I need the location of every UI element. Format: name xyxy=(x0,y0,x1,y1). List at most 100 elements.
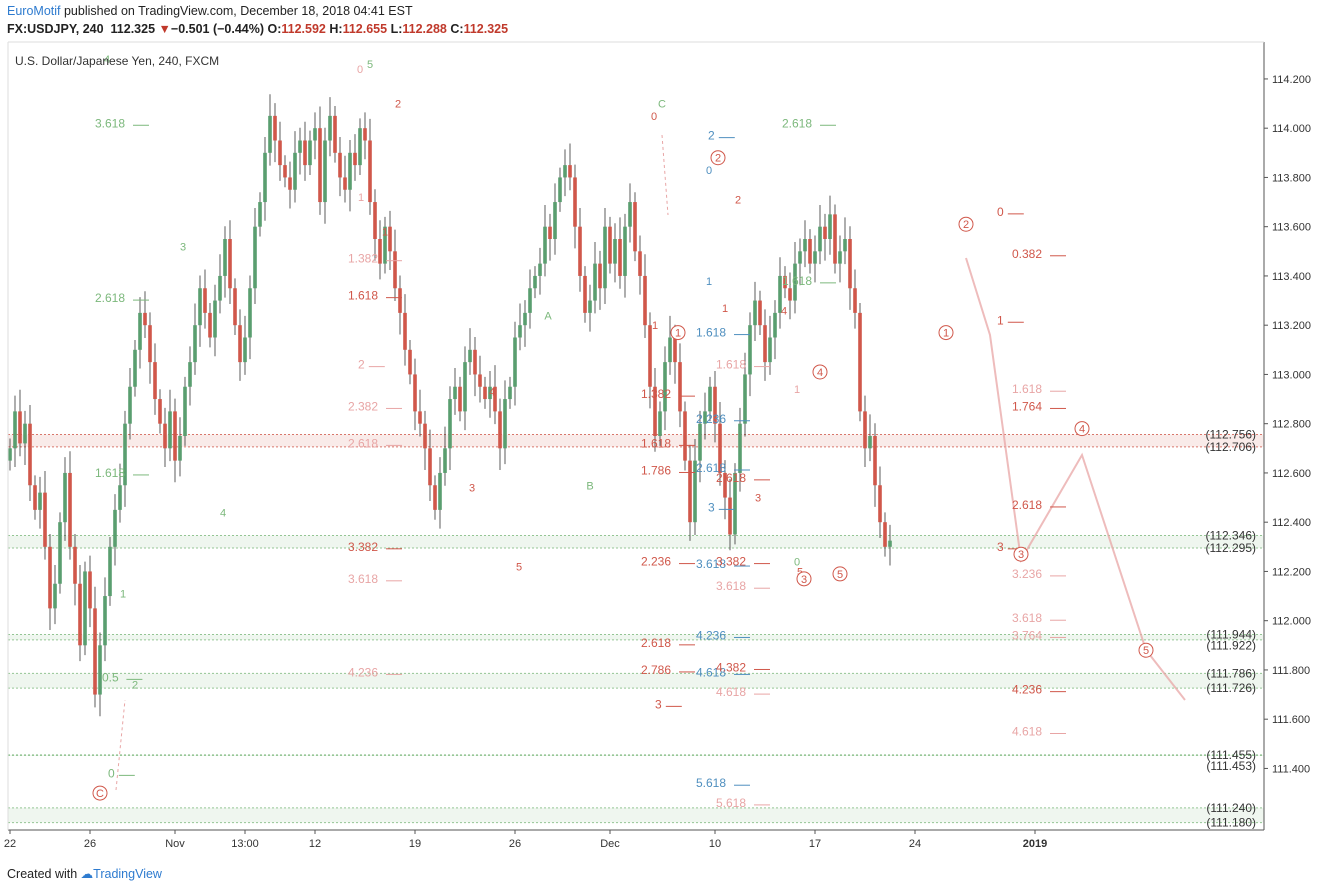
candle-body xyxy=(853,288,857,313)
chart-title: U.S. Dollar/Japanese Yen, 240, FXCM xyxy=(15,54,219,68)
down-arrow-icon: ▼ xyxy=(158,22,171,36)
candle-body xyxy=(173,411,177,461)
candle-body xyxy=(793,263,797,301)
candle-body xyxy=(768,337,772,363)
support-zone xyxy=(8,535,1264,549)
wave-label: 4 xyxy=(489,387,495,399)
close-value: 112.325 xyxy=(463,22,509,36)
candle-body xyxy=(83,571,87,646)
candle-body xyxy=(673,337,677,363)
candle-body xyxy=(633,202,637,252)
candle-body xyxy=(158,399,162,424)
candle-body xyxy=(78,583,82,646)
price-tag: (111.786) xyxy=(1206,666,1256,680)
candle-body xyxy=(178,436,182,461)
candle-body xyxy=(433,485,437,510)
candle-body xyxy=(778,275,782,313)
fib-level-label: 1.764 xyxy=(1012,399,1042,413)
candle-body xyxy=(523,312,527,326)
candle-body xyxy=(288,177,292,190)
candle-body xyxy=(638,251,642,276)
low-value: 112.288 xyxy=(402,22,447,36)
low-label: L: xyxy=(390,22,403,36)
wave-label: 0 xyxy=(357,64,363,76)
candle-body xyxy=(363,128,367,141)
candle-body xyxy=(343,177,347,190)
candle-body xyxy=(403,312,407,350)
candle-body xyxy=(878,485,882,523)
wave-label: 4 xyxy=(104,54,110,66)
y-tick-label: 113.400 xyxy=(1272,271,1311,283)
y-tick-label: 112.600 xyxy=(1272,468,1311,480)
price-tag: (111.240) xyxy=(1206,801,1256,815)
candle-body xyxy=(713,386,717,424)
candle-body xyxy=(858,312,862,412)
fib-level-label: 2 xyxy=(708,129,715,143)
candle-body xyxy=(883,522,887,547)
candle-body xyxy=(358,128,362,166)
close-label: C: xyxy=(450,22,464,36)
fib-level-label: 0.5 xyxy=(102,670,119,684)
wave-label: A xyxy=(544,310,552,322)
candle-body xyxy=(8,448,12,461)
candle-body xyxy=(448,399,452,449)
candle-body xyxy=(868,436,872,449)
candle-body xyxy=(408,349,412,375)
y-tick-label: 112.800 xyxy=(1272,419,1311,431)
candle-body xyxy=(108,546,112,597)
retrace-line xyxy=(661,134,669,216)
candle-body xyxy=(193,325,197,363)
candle-body xyxy=(303,140,307,166)
candle-body xyxy=(88,571,92,609)
candle-body xyxy=(743,374,747,424)
author-link[interactable]: EuroMotif xyxy=(7,4,61,18)
y-tick-label: 114.000 xyxy=(1272,123,1311,135)
fib-level-label: 2.618 xyxy=(348,436,378,450)
x-tick-label: 24 xyxy=(909,838,921,850)
candle-body xyxy=(73,546,77,584)
y-tick-label: 111.800 xyxy=(1272,665,1310,677)
y-tick-label: 112.400 xyxy=(1272,517,1311,529)
candle-body xyxy=(813,251,817,264)
wave-label: 3 xyxy=(469,483,475,495)
wave-circle-label: 1 xyxy=(943,328,949,340)
candle-body xyxy=(263,152,267,203)
fib-level-label: 4.618 xyxy=(1012,725,1042,739)
candle-body xyxy=(818,226,822,252)
fib-level-label: 3.618 xyxy=(716,579,746,593)
candle-body xyxy=(608,226,612,264)
fib-level-label: 2.618 xyxy=(716,471,746,485)
candle-body xyxy=(373,202,377,239)
candle-body xyxy=(553,202,557,239)
candle-body xyxy=(873,436,877,486)
wave-label: 5 xyxy=(797,566,803,578)
candle-body xyxy=(583,275,587,313)
wave-circle-label: 3 xyxy=(1018,549,1024,561)
candle-body xyxy=(443,448,447,473)
wave-circle-marker xyxy=(1074,421,1090,437)
footer-brand[interactable]: TradingView xyxy=(93,867,162,881)
candle-body xyxy=(683,411,687,461)
price-tag: (112.756) xyxy=(1206,428,1256,442)
candle-body xyxy=(668,337,672,363)
candle-body xyxy=(488,386,492,400)
candle-body xyxy=(843,239,847,252)
wave-circle-label: C xyxy=(96,788,104,800)
fib-level-label: 2.618 xyxy=(696,461,726,475)
retrace-line xyxy=(115,699,126,791)
footer-created: Created with xyxy=(7,867,78,881)
candle-body xyxy=(198,288,202,326)
candle-body xyxy=(838,251,842,264)
x-tick-label: 13:00 xyxy=(231,838,259,850)
candle-body xyxy=(243,337,247,363)
candle-body xyxy=(208,312,212,338)
candle-body xyxy=(453,386,457,400)
wave-circle-label: 5 xyxy=(837,569,843,581)
fib-level-label: 0 xyxy=(108,766,115,780)
published-text: published on TradingView.com, December 1… xyxy=(63,4,413,18)
support-zone xyxy=(8,807,1264,823)
candle-body xyxy=(423,423,427,449)
price-tag: (111.922) xyxy=(1206,638,1256,652)
candle-body xyxy=(213,300,217,338)
